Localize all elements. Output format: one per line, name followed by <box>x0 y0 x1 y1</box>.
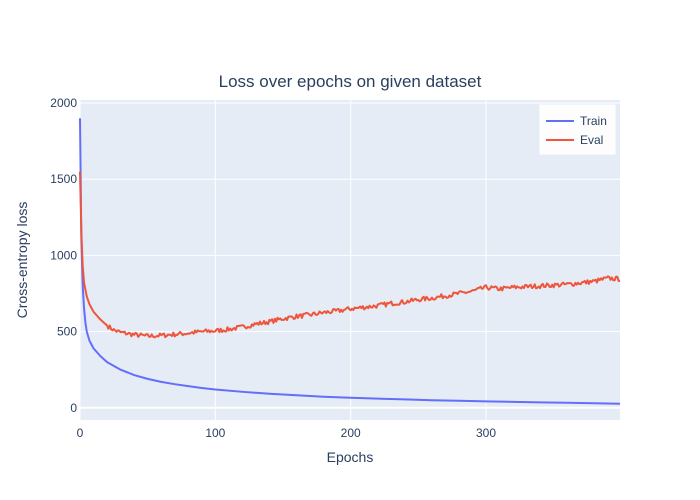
x-axis-title: Epochs <box>327 449 374 465</box>
y-axis-title: Cross-entropy loss <box>14 202 30 319</box>
y-tick-label: 500 <box>57 325 77 339</box>
x-axis-ticks: 0 100 200 300 <box>77 426 497 440</box>
y-axis-ticks: 0 500 1000 1500 2000 <box>50 96 77 415</box>
y-tick-label: 0 <box>70 401 77 415</box>
plot-background <box>80 100 620 420</box>
y-tick-label: 2000 <box>50 96 77 110</box>
series-line-eval[interactable] <box>79 171 621 339</box>
chart-title: Loss over epochs on given dataset <box>219 72 482 91</box>
legend-label-train[interactable]: Train <box>580 114 607 128</box>
legend-box <box>539 104 616 155</box>
grid-lines <box>79 100 620 420</box>
x-tick-label: 0 <box>77 426 84 440</box>
x-tick-label: 100 <box>205 426 225 440</box>
legend[interactable]: Train Eval <box>539 104 616 155</box>
series-line-train[interactable] <box>79 118 621 405</box>
series-lines <box>79 118 621 405</box>
x-tick-label: 200 <box>341 426 361 440</box>
x-tick-label: 300 <box>476 426 496 440</box>
y-tick-label: 1000 <box>50 248 77 262</box>
y-tick-label: 1500 <box>50 172 77 186</box>
legend-label-eval[interactable]: Eval <box>580 133 603 147</box>
